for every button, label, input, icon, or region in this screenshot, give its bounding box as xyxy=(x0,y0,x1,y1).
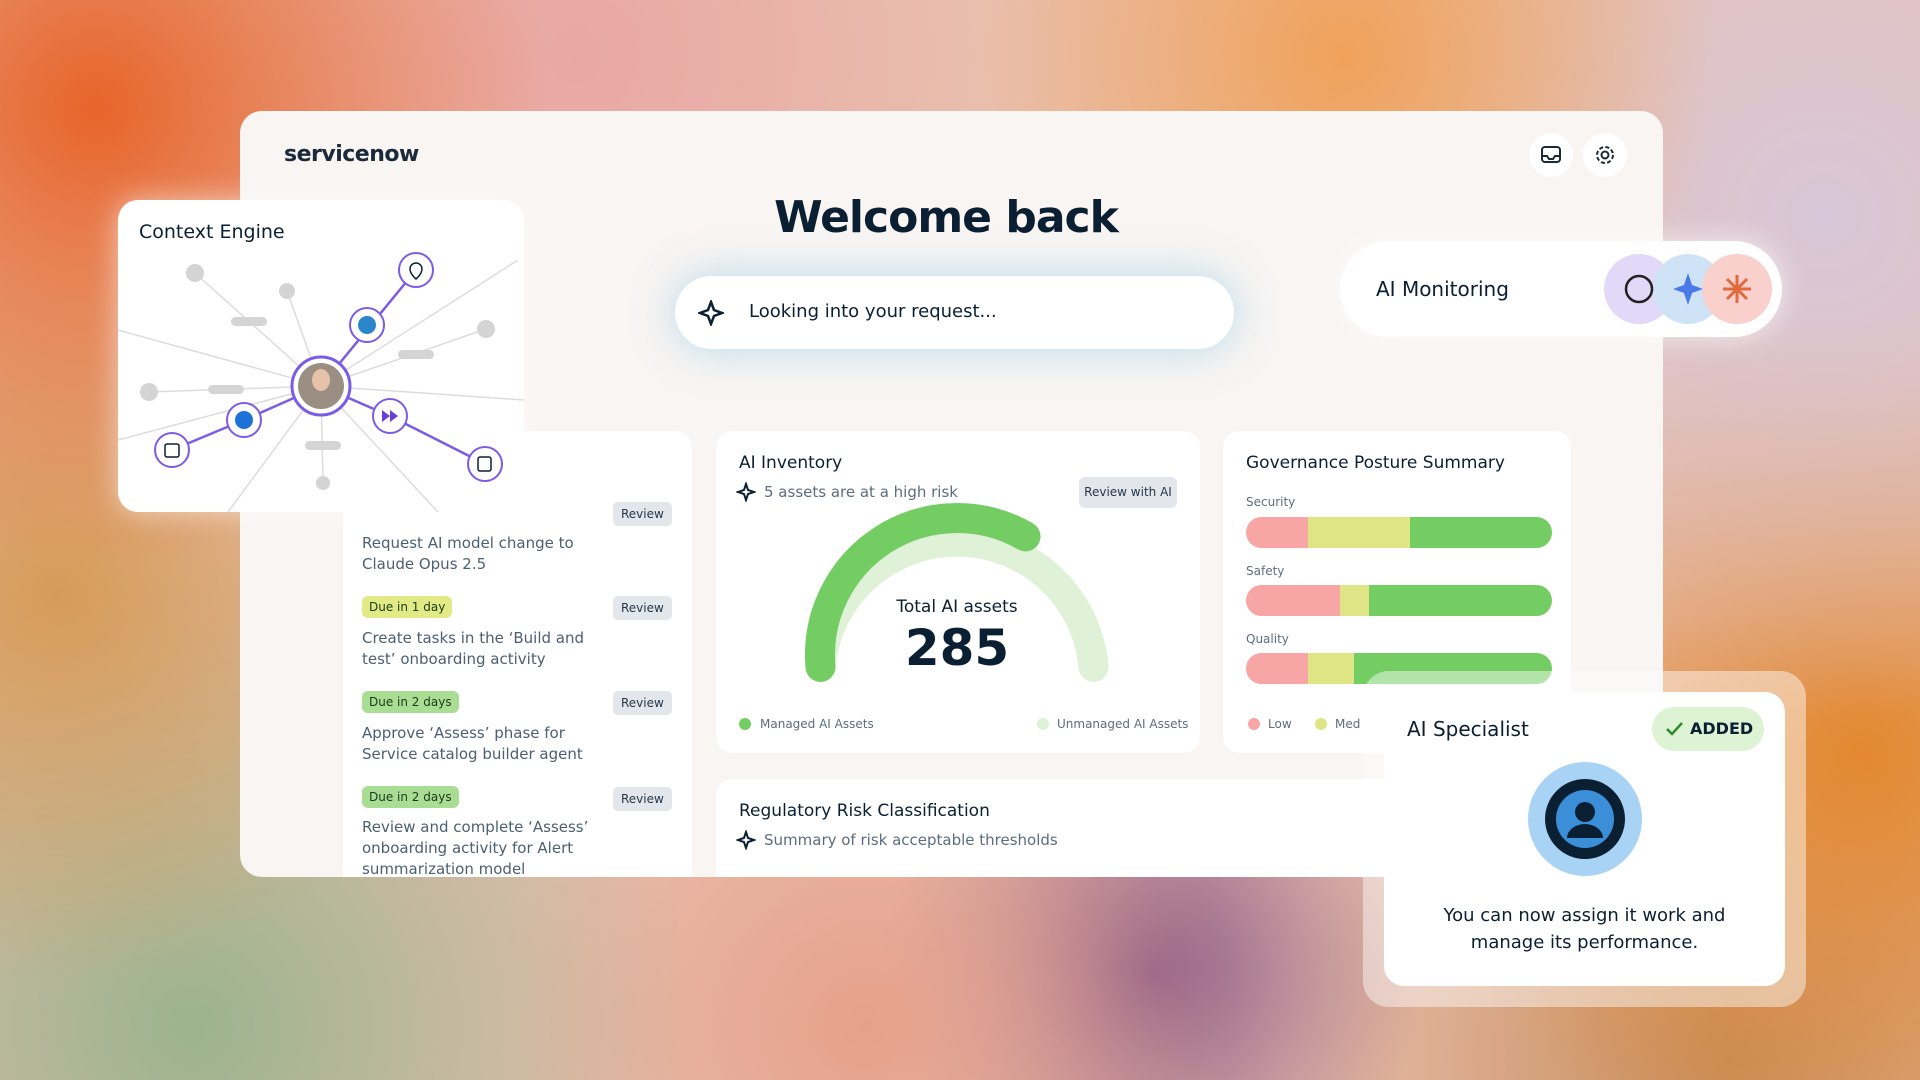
settings-icon xyxy=(1596,146,1614,164)
due-badge: Due in 2 days xyxy=(362,786,459,808)
sparkle-icon xyxy=(698,300,724,326)
review-button[interactable]: Review xyxy=(613,787,672,811)
settings-button[interactable] xyxy=(1583,133,1627,177)
gauge xyxy=(739,503,1109,730)
status-pill: ADDED xyxy=(1652,707,1764,751)
calendar-icon xyxy=(164,443,180,458)
sparkle-icon xyxy=(736,482,756,502)
legend-label: Low xyxy=(1268,717,1292,731)
specialist-message: You can now assign it work and manage it… xyxy=(1443,905,1726,953)
model-logo xyxy=(1604,254,1674,324)
graph-placeholders xyxy=(140,264,495,490)
avatar-face xyxy=(312,369,330,391)
logo: servicenow xyxy=(284,142,419,167)
task-text: Review and complete ‘Assess’ onboarding … xyxy=(362,818,589,877)
app-icon xyxy=(235,411,253,429)
pin-icon xyxy=(409,262,423,280)
doc-icon xyxy=(477,456,492,472)
legend-label: Managed AI Assets xyxy=(760,717,874,731)
gauge-label: Total AI assets xyxy=(896,597,1018,617)
row-label: Security xyxy=(1246,495,1296,509)
welcome-title: Welcome back xyxy=(774,192,1119,243)
inbox-button[interactable] xyxy=(1529,133,1573,177)
card-title: AI Monitoring xyxy=(1376,277,1509,301)
gauge-fill xyxy=(805,503,1041,682)
review-ai-button[interactable]: Review with AI xyxy=(1079,477,1177,508)
row-label: Safety xyxy=(1246,564,1285,578)
app-icon xyxy=(382,410,398,422)
app-icon xyxy=(358,316,376,334)
ai-monitoring-pill: AI Monitoring xyxy=(1340,241,1782,337)
logo-mark xyxy=(1624,274,1654,304)
legend-dot xyxy=(1248,718,1260,730)
search-text: Looking into your request... xyxy=(749,301,997,322)
card-subtitle: Summary of risk acceptable thresholds xyxy=(764,831,1058,849)
task-text: Request AI model change to Claude Opus 2… xyxy=(362,534,574,573)
legend-dot xyxy=(1037,718,1049,730)
card-title: AI Inventory xyxy=(739,453,843,473)
sparkle-icon xyxy=(736,830,756,850)
card-title: Context Engine xyxy=(139,221,285,243)
logo-mark xyxy=(1673,273,1703,305)
card-subtitle: 5 assets are at a high risk xyxy=(764,483,958,501)
due-badge: Due in 1 day xyxy=(362,596,453,618)
search-bar[interactable]: Looking into your request... xyxy=(675,276,1234,349)
due-badge: Due in 2 days xyxy=(362,691,459,713)
card-title: AI Specialist xyxy=(1407,717,1529,741)
ai-specialist-card: AI Specialist ADDED You can now assign i… xyxy=(1384,692,1785,986)
legend-label: Med xyxy=(1335,717,1361,731)
bar xyxy=(1246,585,1552,616)
review-button[interactable]: Review xyxy=(613,502,672,526)
review-button[interactable]: Review xyxy=(613,596,672,620)
logo-mark xyxy=(1723,275,1751,303)
status-label: ADDED xyxy=(1690,719,1754,738)
review-button[interactable]: Review xyxy=(613,691,672,715)
gauge-total: 285 xyxy=(904,619,1010,677)
bar xyxy=(1246,653,1552,684)
ai-inventory-card: AI Inventory 5 assets are at a high risk… xyxy=(716,431,1200,753)
model-logos xyxy=(1604,254,1772,324)
legend-label: Unmanaged AI Assets xyxy=(1057,717,1189,731)
specialist-avatar xyxy=(1528,762,1642,876)
network-graph xyxy=(118,252,524,512)
task-text: Approve ‘Assess’ phase for Service catal… xyxy=(362,724,583,763)
bar xyxy=(1246,517,1552,548)
legend-dot xyxy=(1315,718,1327,730)
card-title: Regulatory Risk Classification xyxy=(739,801,990,821)
legend-dot xyxy=(739,718,751,730)
row-label: Quality xyxy=(1246,632,1289,646)
check-icon xyxy=(1666,722,1683,736)
inbox-icon xyxy=(1541,146,1561,163)
posture-bars xyxy=(1246,517,1552,730)
card-title: Governance Posture Summary xyxy=(1246,453,1505,473)
task-text: Create tasks in the ‘Build and test’ onb… xyxy=(362,629,585,668)
context-engine-card: Context Engine xyxy=(118,200,524,512)
